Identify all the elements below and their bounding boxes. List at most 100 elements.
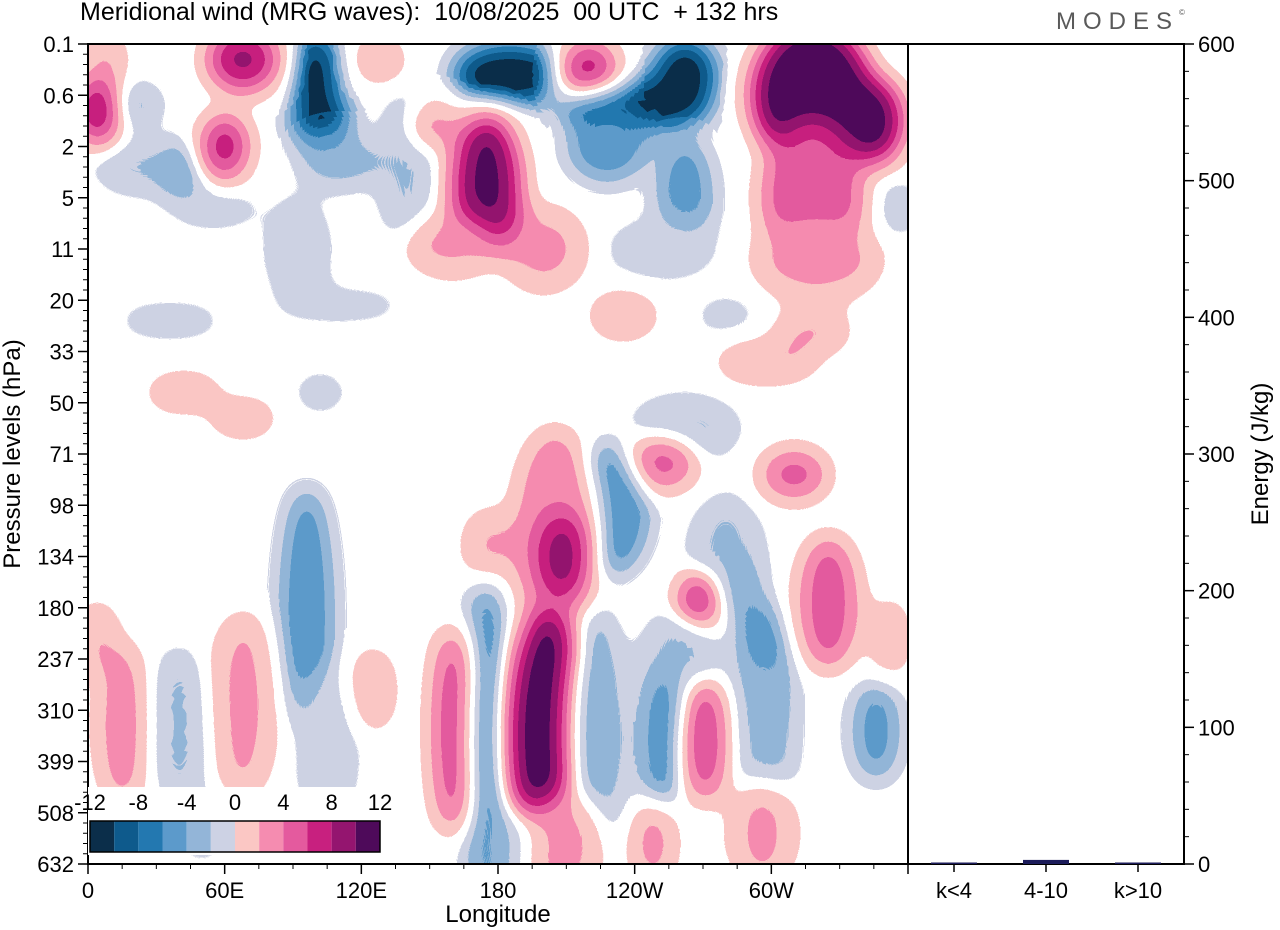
colorbar-swatch	[307, 821, 332, 852]
colorbar-swatch	[114, 821, 139, 852]
wind-anomaly-31	[270, 290, 407, 321]
pressure-tick-label: 0.1	[43, 32, 74, 57]
wind-anomaly-17	[406, 213, 498, 275]
wind-anomaly-0	[88, 79, 113, 142]
wind-anomaly-18	[502, 208, 585, 290]
energy-bar	[1115, 862, 1161, 864]
pressure-tick-label: 0.6	[43, 83, 74, 108]
colorbar-label: 0	[229, 790, 241, 815]
wind-anomaly-21	[652, 44, 717, 111]
colorbar-label: -12	[74, 790, 106, 815]
wind-field	[88, 44, 908, 864]
energy-tick-label: 400	[1198, 305, 1235, 330]
pressure-axis: 0.1 0.6 2 5 11 20 33 50 71 98 134 180 237 310 399 508 63…	[37, 32, 88, 877]
brand-logo: MODES©	[1056, 8, 1185, 35]
wind-anomaly-33	[775, 310, 849, 352]
colorbar-swatch	[331, 821, 356, 852]
wind-anomaly-53	[99, 643, 145, 808]
wind-anomaly-65	[730, 782, 795, 864]
wind-anomaly-5	[204, 115, 246, 178]
colorbar-label: 8	[326, 790, 338, 815]
energy-bars: k<4 4-10 k>10	[931, 859, 1162, 903]
colorbar-swatch	[283, 821, 308, 852]
wind-anomaly-10	[297, 136, 380, 188]
wind-anomaly-59	[463, 571, 510, 864]
x-axis-label: Longitude	[445, 901, 550, 928]
colorbar-label: -8	[129, 790, 149, 815]
energy-axis: 0 100 200 300 400 500 600	[1184, 32, 1235, 877]
wind-anomaly-52	[88, 602, 116, 675]
wind-anomaly-72	[876, 597, 904, 680]
wind-anomaly-6	[208, 44, 278, 91]
wind-anomaly-35	[716, 343, 817, 380]
wind-anomaly-12	[361, 44, 398, 75]
energy-tick-label: 0	[1198, 852, 1210, 877]
colorbar-swatch	[259, 821, 284, 852]
energy-panel: 0 100 200 300 400 500 600 k<4 4-10 k>10 Energy (…	[907, 32, 1274, 903]
pressure-tick-label: 399	[37, 750, 74, 775]
wind-anomaly-41	[762, 451, 826, 498]
colorbar-swatch	[138, 821, 163, 852]
energy-category-label: 4-10	[1024, 878, 1068, 903]
longitude-axis: 0 60E 120E 180 120W 60W	[82, 864, 909, 903]
wind-anomaly-24	[605, 218, 719, 280]
wind-anomaly-38	[211, 402, 275, 434]
wind-anomaly-34	[693, 297, 758, 334]
pressure-tick-label: 508	[37, 801, 74, 826]
wind-anomaly-64	[744, 659, 781, 823]
colorbar-label: -4	[177, 790, 197, 815]
pressure-tick-label: 33	[50, 340, 74, 365]
wind-anomaly-44	[541, 515, 583, 598]
wind-anomaly-48	[801, 536, 856, 670]
energy-tick-label: 100	[1198, 715, 1235, 740]
energy-tick-label: 600	[1198, 32, 1235, 57]
colorbar-label: 4	[277, 790, 289, 815]
energy-axis-label: Energy (J/kg)	[1247, 383, 1274, 526]
wind-anomaly-32	[591, 295, 656, 337]
wind-anomaly-66	[691, 679, 719, 803]
wind-anomaly-54	[147, 648, 212, 803]
colorbar-swatch	[186, 821, 211, 852]
wind-anomaly-2	[106, 85, 161, 126]
wind-anomaly-29	[873, 177, 908, 239]
wind-anomaly-30	[115, 302, 225, 339]
colorbar-swatch	[355, 821, 380, 852]
pressure-tick-label: 237	[37, 647, 74, 672]
wind-anomaly-70	[493, 797, 530, 864]
wind-anomaly-68	[634, 802, 672, 864]
pressure-tick-label: 5	[62, 186, 74, 211]
colorbar-swatch	[235, 821, 260, 852]
pressure-tick-label: 71	[50, 442, 74, 467]
chart-title: Meridional wind (MRG waves): 10/08/2025 …	[80, 0, 779, 26]
wind-anomaly-46	[466, 510, 512, 583]
energy-plot-frame	[907, 43, 1185, 865]
energy-category-label: k>10	[1114, 878, 1162, 903]
pressure-tick-label: 50	[50, 391, 74, 416]
wind-anomaly-7	[167, 187, 259, 229]
pressure-tick-label: 98	[50, 493, 74, 518]
pressure-tick-label: 310	[37, 698, 74, 723]
wind-anomaly-57	[354, 648, 391, 731]
energy-bar	[1023, 859, 1069, 864]
energy-category-label: k<4	[936, 878, 972, 903]
wind-anomaly-11	[263, 192, 332, 306]
colorbar: -12 -8 -4 0 4 8 12	[74, 787, 392, 855]
longitude-tick-label: 0	[82, 878, 94, 903]
longitude-tick-label: 60E	[205, 878, 244, 903]
colorbar-frame	[89, 820, 381, 853]
pressure-tick-label: 134	[37, 545, 74, 570]
longitude-tick-label: 180	[480, 878, 517, 903]
wind-anomaly-58	[436, 628, 469, 834]
wind-anomaly-1	[92, 44, 120, 85]
energy-tick-label: 300	[1198, 442, 1235, 467]
longitude-tick-label: 120E	[336, 878, 387, 903]
wind-anomaly-14	[411, 105, 458, 147]
wind-anomaly-26	[846, 79, 902, 162]
y-axis-label: Pressure levels (hPa)	[0, 339, 26, 568]
pressure-tick-label: 11	[51, 237, 74, 262]
colorbar-swatch	[162, 821, 187, 852]
wind-anomaly-36	[147, 377, 221, 408]
energy-tick-label: 500	[1198, 169, 1235, 194]
energy-tick-label: 200	[1198, 579, 1235, 604]
